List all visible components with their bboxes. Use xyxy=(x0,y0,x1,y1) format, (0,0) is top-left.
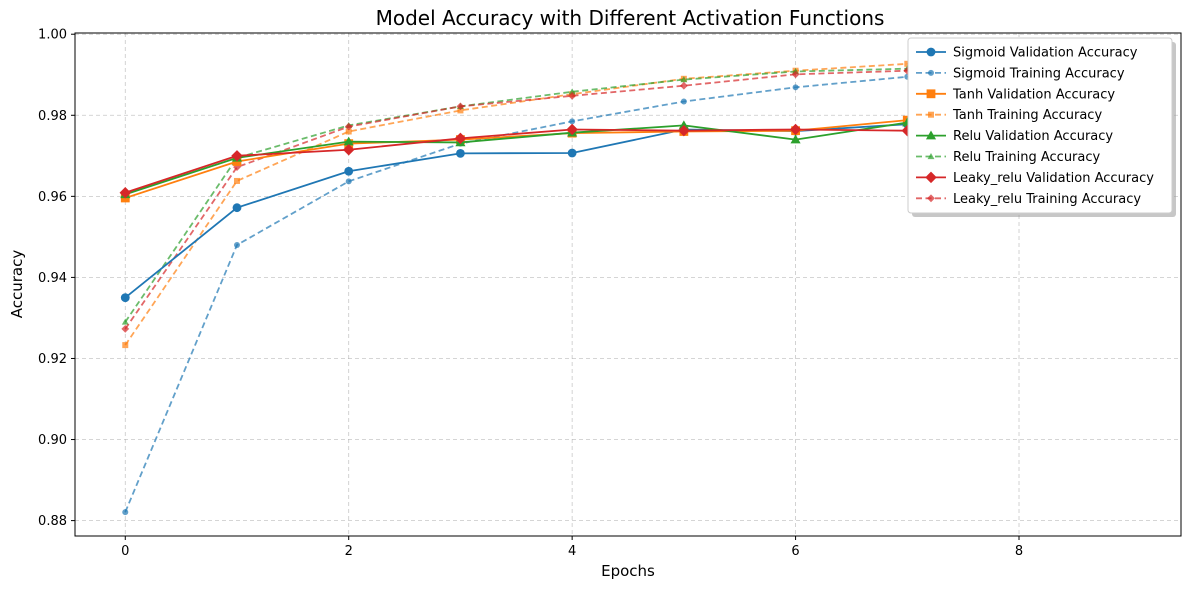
data-point xyxy=(904,60,911,67)
x-tick-label: 4 xyxy=(568,544,576,559)
data-point xyxy=(680,98,687,105)
data-point xyxy=(679,81,688,90)
data-point xyxy=(343,136,354,146)
legend-marker xyxy=(925,171,937,184)
x-tick-label: 8 xyxy=(1015,544,1023,559)
plot-frame xyxy=(74,32,1182,537)
legend-label: Tanh Training Accuracy xyxy=(952,108,1102,123)
legend-marker xyxy=(925,130,937,140)
data-point xyxy=(791,70,800,79)
series-line xyxy=(124,57,1131,513)
legend-item-relu-training-accuracy: Relu Training Accuracy xyxy=(916,150,1101,165)
legend-item-sigmoid-training-accuracy: Sigmoid Training Accuracy xyxy=(916,66,1125,81)
legend-label: Sigmoid Validation Accuracy xyxy=(953,46,1138,61)
legend-item-tanh-training-accuracy: Tanh Training Accuracy xyxy=(916,108,1102,123)
y-tick-label: 0.90 xyxy=(38,433,67,448)
data-point xyxy=(233,241,240,248)
data-point xyxy=(231,150,243,162)
data-point xyxy=(342,144,355,156)
legend-label: Relu Training Accuracy xyxy=(953,150,1101,165)
data-point xyxy=(120,293,130,303)
data-point xyxy=(566,123,578,136)
legend-marker xyxy=(927,194,935,203)
y-tick-label: 0.88 xyxy=(38,514,67,529)
legend-label: Sigmoid Training Accuracy xyxy=(953,66,1125,81)
data-point xyxy=(569,118,576,125)
data-point xyxy=(678,124,690,137)
chart-title: Model Accuracy with Different Activation… xyxy=(376,6,885,30)
data-point xyxy=(232,203,242,213)
y-tick-label: 0.94 xyxy=(38,271,67,286)
data-point xyxy=(567,148,577,158)
x-tick-label: 6 xyxy=(791,544,799,559)
data-point xyxy=(568,91,577,100)
data-point xyxy=(456,102,465,111)
data-point xyxy=(454,132,467,145)
y-tick-label: 0.98 xyxy=(38,109,67,124)
legend-item-leaky-relu-training-accuracy: Leaky_relu Training Accuracy xyxy=(916,192,1141,207)
data-point xyxy=(122,342,129,349)
axis-ticks: 0 2 4 6 8 0.88 0.90 0.92 0.94 0.96 0.98 1.00 xyxy=(38,28,1023,559)
data-point xyxy=(790,134,801,144)
legend: Sigmoid Validation Accuracy Sigmoid Train… xyxy=(907,37,1176,217)
legend-marker xyxy=(926,47,936,57)
data-point xyxy=(901,124,914,137)
legend-label: Relu Validation Accuracy xyxy=(953,129,1113,144)
legend-item-tanh-validation-accuracy: Tanh Validation Accuracy xyxy=(916,87,1115,102)
y-tick-label: 0.92 xyxy=(38,352,67,367)
data-point xyxy=(792,84,799,91)
x-axis-label: Epochs xyxy=(601,562,655,580)
data-point xyxy=(121,324,130,333)
data-point xyxy=(121,318,129,325)
legend-marker xyxy=(927,153,935,160)
legend-item-sigmoid-validation-accuracy: Sigmoid Validation Accuracy xyxy=(916,46,1138,61)
data-point xyxy=(344,166,354,176)
data-point xyxy=(680,76,688,83)
data-point xyxy=(457,107,464,114)
data-point xyxy=(345,128,352,135)
grid xyxy=(75,33,1181,536)
data-point xyxy=(789,123,802,136)
legend-item-relu-validation-accuracy: Relu Validation Accuracy xyxy=(916,129,1113,144)
y-tick-label: 1.00 xyxy=(38,28,67,43)
data-point xyxy=(344,122,353,131)
series-line xyxy=(124,52,1131,346)
data-point xyxy=(119,186,131,199)
legend-item-leaky-relu-validation-accuracy: Leaky_relu Validation Accuracy xyxy=(916,171,1154,186)
legend-label: Tanh Validation Accuracy xyxy=(952,87,1115,102)
data-point xyxy=(233,177,240,184)
legend-marker xyxy=(928,111,934,118)
x-tick-label: 2 xyxy=(345,544,353,559)
data-point xyxy=(903,66,912,75)
y-axis-label: Accuracy xyxy=(8,250,26,319)
legend-box xyxy=(907,37,1173,214)
legend-marker xyxy=(926,89,936,99)
legend-marker xyxy=(928,69,934,76)
data-point xyxy=(678,120,689,130)
legend-label: Leaky_relu Validation Accuracy xyxy=(953,171,1154,186)
data-point xyxy=(345,178,352,185)
x-tick-label: 0 xyxy=(121,544,129,559)
data-point xyxy=(568,88,576,95)
legend-label: Leaky_relu Training Accuracy xyxy=(953,192,1141,207)
data-point xyxy=(122,509,129,516)
data-point xyxy=(456,148,465,158)
y-tick-label: 0.96 xyxy=(38,190,67,205)
